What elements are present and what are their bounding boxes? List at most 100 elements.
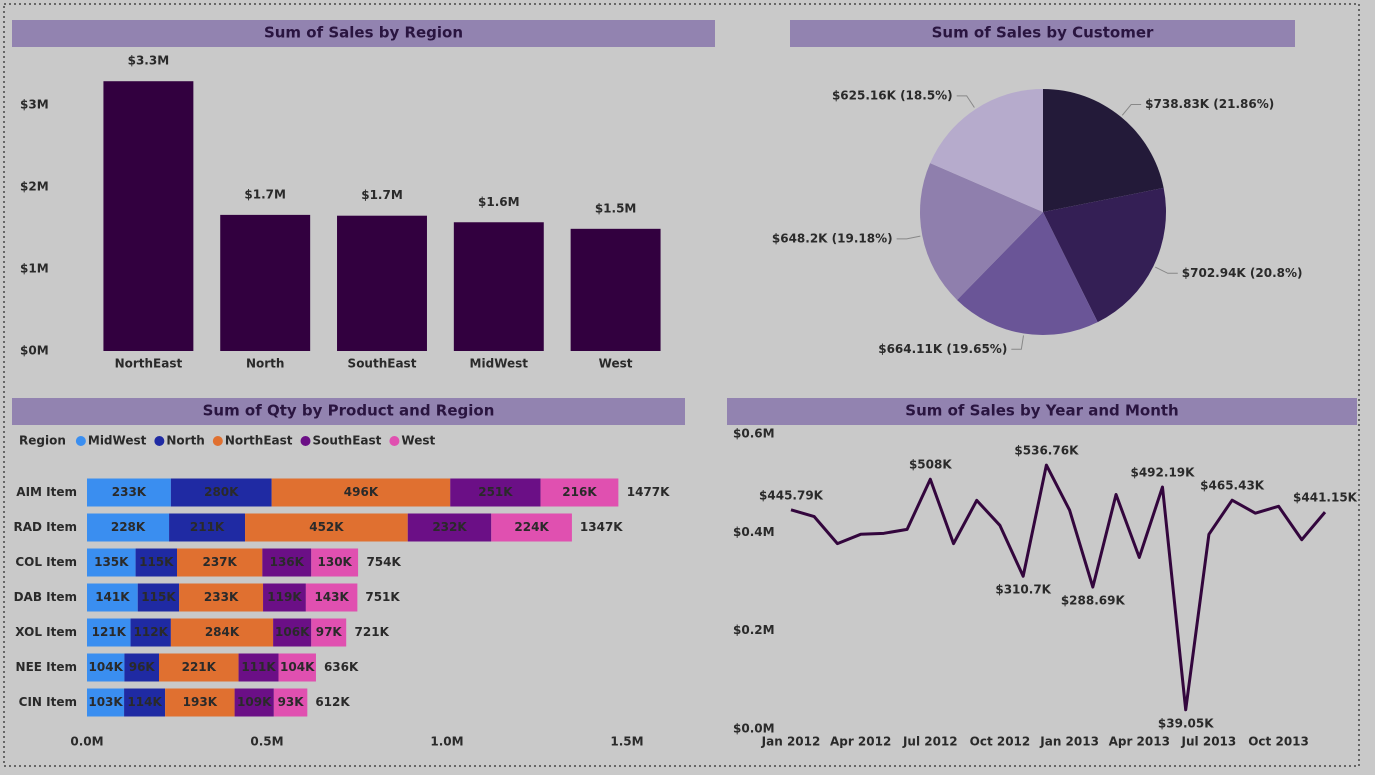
- data-label: 103K: [88, 695, 123, 709]
- bar-segment: [177, 548, 263, 577]
- title-bar: [12, 398, 685, 425]
- title-bar: [12, 20, 715, 47]
- chart-title: Sum of Sales by Customer: [932, 24, 1154, 42]
- border: [3, 3, 1360, 767]
- data-label: 115K: [139, 555, 174, 569]
- data-label: 96K: [129, 660, 156, 674]
- x-tick-label: North: [246, 357, 284, 371]
- data-label: $1.5M: [595, 201, 637, 215]
- data-label: $492.19K: [1130, 466, 1195, 480]
- bar-segment: [87, 478, 171, 507]
- data-label: $738.83K (21.86%): [1145, 97, 1274, 111]
- total-label: 1347K: [580, 520, 623, 534]
- y-tick-label: $0.0M: [733, 722, 775, 736]
- total-label: 721K: [355, 625, 390, 639]
- bar: [570, 228, 661, 351]
- data-label: $508K: [909, 458, 952, 472]
- bar-segment: [87, 583, 138, 612]
- pie-slice: [957, 212, 1098, 335]
- data-label: 119K: [267, 590, 302, 604]
- bar-segment: [273, 688, 308, 717]
- data-label: 109K: [237, 695, 272, 709]
- y-tick-label: DAB Item: [14, 590, 77, 604]
- data-label: $441.15K: [1293, 491, 1358, 505]
- x-tick-label: Jan 2013: [1039, 735, 1099, 749]
- data-label: 221K: [182, 660, 217, 674]
- bar-segment: [159, 653, 239, 682]
- data-label: 251K: [478, 485, 513, 499]
- y-tick-label: $0.6M: [733, 427, 775, 441]
- title-bar: [727, 398, 1357, 425]
- total-label: 751K: [365, 590, 400, 604]
- data-label: $445.79K: [759, 488, 824, 502]
- data-label: 143K: [314, 590, 349, 604]
- data-label: 452K: [309, 520, 344, 534]
- legend-swatch: [212, 436, 223, 446]
- legend-label: SouthEast: [313, 434, 382, 448]
- y-tick-label: AIM Item: [16, 485, 77, 499]
- data-label: 193K: [183, 695, 218, 709]
- data-label: 104K: [280, 660, 315, 674]
- bar-segment: [407, 513, 492, 542]
- bar-segment: [135, 548, 177, 577]
- y-tick-label: $3M: [20, 98, 49, 112]
- bar-segment: [278, 653, 316, 682]
- bar-segment: [491, 513, 572, 542]
- bar-segment: [124, 653, 159, 682]
- chart-title: Sum of Qty by Product and Region: [203, 402, 495, 420]
- total-label: 1477K: [627, 485, 670, 499]
- bar-segment: [271, 478, 451, 507]
- y-tick-label: $0.2M: [733, 623, 775, 637]
- leader-line: [956, 95, 975, 108]
- x-tick-label: Jul 2012: [902, 735, 958, 749]
- legend-swatch: [75, 436, 86, 446]
- bar-segment: [245, 513, 408, 542]
- bar-segment: [130, 618, 171, 647]
- bar: [103, 81, 194, 351]
- bar: [337, 215, 427, 351]
- bar-segment: [238, 653, 279, 682]
- y-tick-label: COL Item: [15, 555, 77, 569]
- bar-segment: [165, 688, 235, 717]
- data-label: 141K: [95, 590, 130, 604]
- legend-swatch: [300, 436, 311, 446]
- data-label: $1.6M: [478, 195, 520, 209]
- y-tick-label: $1M: [20, 262, 49, 276]
- total-label: 612K: [315, 695, 350, 709]
- pie-slice: [1043, 187, 1166, 323]
- bar-segment: [124, 688, 166, 717]
- x-tick-label: West: [599, 357, 633, 371]
- bar-segment: [170, 618, 274, 647]
- y-tick-label: NEE Item: [16, 660, 77, 674]
- data-label: 114K: [127, 695, 162, 709]
- data-label: 97K: [316, 625, 343, 639]
- data-label: 237K: [202, 555, 237, 569]
- pie-slice: [920, 163, 1043, 300]
- data-label: 224K: [514, 520, 549, 534]
- bar-segment: [87, 653, 125, 682]
- x-tick-label: Jul 2013: [1181, 735, 1237, 749]
- bar-segment: [87, 688, 125, 717]
- data-label: $39.05K: [1158, 716, 1214, 730]
- x-tick-label: Jan 2012: [761, 735, 821, 749]
- bar-segment: [263, 583, 306, 612]
- x-tick-label: NorthEast: [115, 357, 183, 371]
- data-label: $536.76K: [1014, 444, 1079, 458]
- line: [790, 463, 1327, 712]
- data-label: 233K: [112, 485, 147, 499]
- bar-segment: [311, 548, 359, 577]
- data-label: $465.43K: [1200, 479, 1265, 493]
- data-label: 280K: [204, 485, 239, 499]
- title-bar: [790, 20, 1295, 47]
- bar-segment: [170, 478, 272, 507]
- y-tick-label: RAD Item: [13, 520, 77, 534]
- data-label: 211K: [190, 520, 225, 534]
- legend-label: NorthEast: [225, 434, 293, 448]
- bar-segment: [87, 513, 170, 542]
- legend-swatch: [389, 436, 400, 446]
- data-label: 284K: [205, 625, 240, 639]
- data-label: $625.16K (18.5%): [832, 88, 953, 102]
- pie-slice: [930, 89, 1043, 212]
- data-label: 136K: [270, 555, 305, 569]
- chart-title: Sum of Sales by Year and Month: [905, 402, 1178, 420]
